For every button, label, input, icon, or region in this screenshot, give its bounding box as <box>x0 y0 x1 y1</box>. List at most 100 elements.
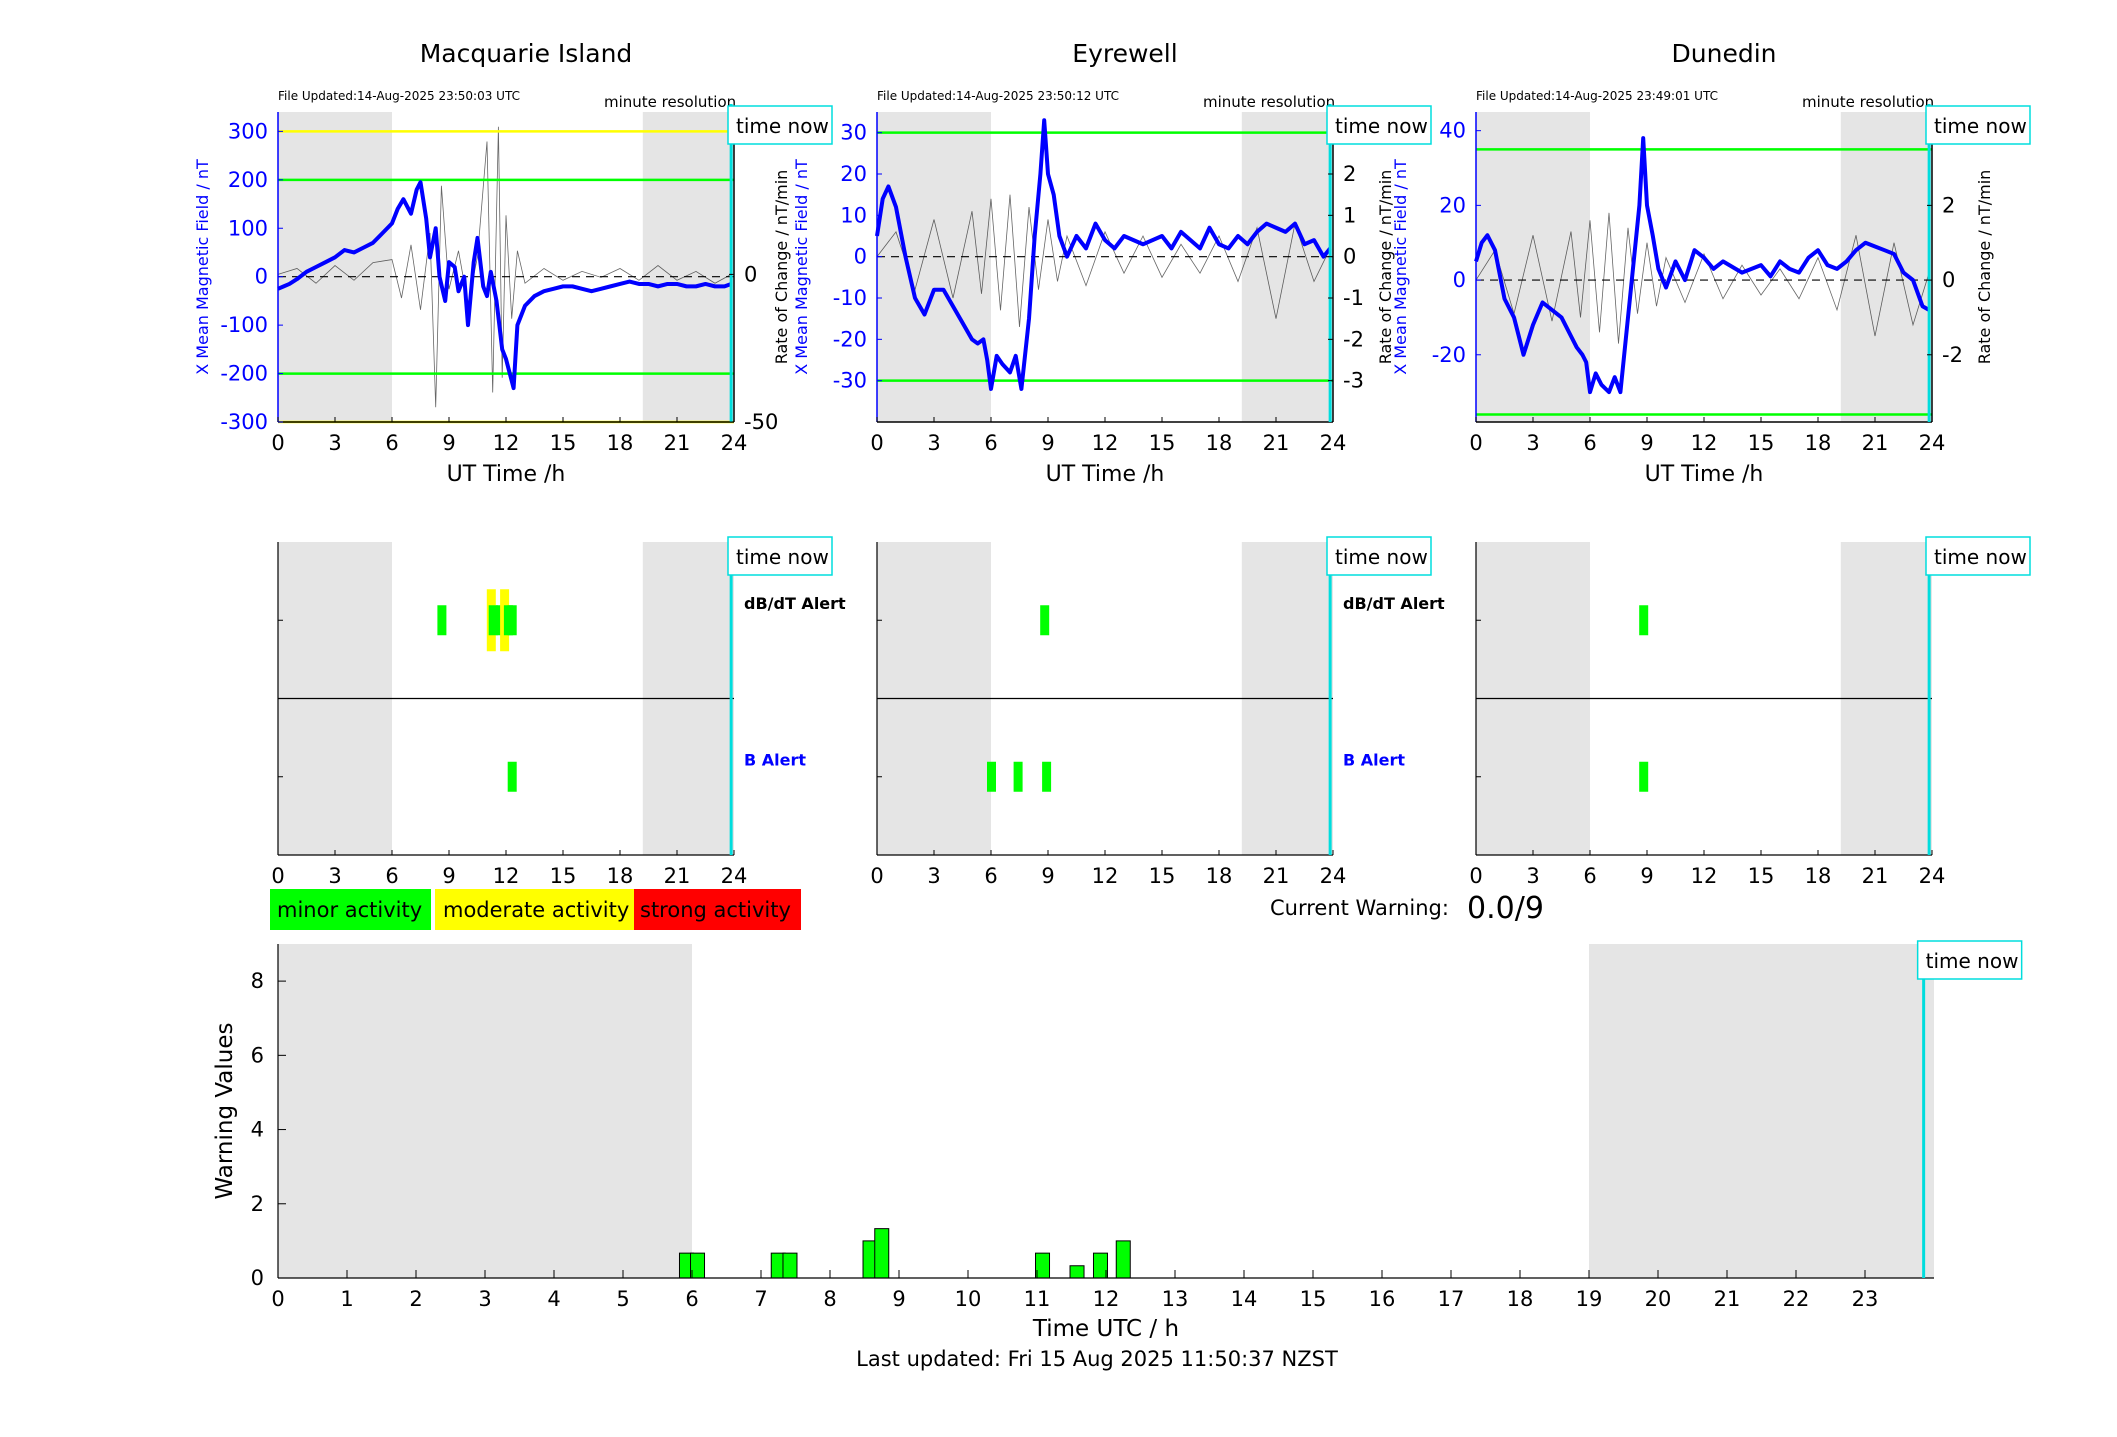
eyrewell-resolution-label: minute resolution <box>1203 93 1335 111</box>
eyrewell-alert-xtick-label: 12 <box>1092 864 1119 888</box>
macquarie-island-rate-series <box>277 126 732 408</box>
legend-moderate-swatch <box>435 889 634 930</box>
macquarie-island-ytick-left-label: 100 <box>228 216 268 240</box>
macquarie-island-night-shading <box>642 112 734 422</box>
eyrewell-dbdt-alert-mark <box>1040 605 1050 636</box>
dunedin-ytick-left-label: 0 <box>1453 268 1466 292</box>
current-warning-value: 0.0/9 <box>1467 891 1544 926</box>
warning-xtick-label: 2 <box>409 1287 422 1311</box>
eyrewell-xtick-label: 6 <box>984 431 997 455</box>
macquarie-island-ytick-left-label: 200 <box>228 168 268 192</box>
eyrewell-ylabel-right: Rate of Change / nT/min <box>1376 170 1395 365</box>
eyrewell-alert-xtick-label: 18 <box>1206 864 1233 888</box>
eyrewell-field-panel: 03691215182124-30-20-100102030-3-2-10123… <box>772 39 1432 487</box>
warning-xtick-label: 8 <box>823 1287 836 1311</box>
eyrewell-ytick-right-label: -1 <box>1343 286 1364 310</box>
macquarie-island-alert-xtick-label: 3 <box>328 864 341 888</box>
warning-xtick-label: 11 <box>1024 1287 1051 1311</box>
dunedin-time-now-box <box>1925 105 2031 145</box>
warning-xtick-label: 15 <box>1300 1287 1327 1311</box>
eyrewell-xlabel: UT Time /h <box>1046 462 1165 487</box>
warning-xtick-label: 10 <box>955 1287 982 1311</box>
legend-strong-swatch <box>634 889 801 930</box>
eyrewell-alert-xtick-label: 24 <box>1320 864 1347 888</box>
dunedin-ytick-left-label: -20 <box>1432 343 1466 367</box>
warning-xtick-label: 7 <box>754 1287 767 1311</box>
dunedin-alert-xtick-label: 21 <box>1862 864 1889 888</box>
warning-xtick-label: 16 <box>1369 1287 1396 1311</box>
dunedin-time-now-label: time now <box>1934 114 2027 138</box>
eyrewell-ytick-left-label: 20 <box>840 162 867 186</box>
legend-minor-swatch <box>270 889 431 930</box>
eyrewell-xtick-label: 12 <box>1092 431 1119 455</box>
warning-ytick-label: 6 <box>251 1043 264 1067</box>
warning-xtick-label: 0 <box>271 1287 284 1311</box>
warning-xtick-label: 21 <box>1714 1287 1741 1311</box>
warning-xtick-label: 12 <box>1093 1287 1120 1311</box>
legend-minor-label: minor activity <box>277 898 422 922</box>
macquarie-island-alert-xtick-label: 6 <box>385 864 398 888</box>
eyrewell-night-shading <box>877 112 991 422</box>
warning-xtick-label: 13 <box>1162 1287 1189 1311</box>
macquarie-island-dbdt-alert-mark <box>488 605 498 636</box>
dunedin-night-shading <box>1476 112 1590 422</box>
dunedin-title: Dunedin <box>1672 39 1777 68</box>
legend-strong-label: strong activity <box>640 898 791 922</box>
warning-xtick-label: 1 <box>340 1287 353 1311</box>
dunedin-xtick-label: 3 <box>1526 431 1539 455</box>
eyrewell-alert-xtick-label: 9 <box>1041 864 1054 888</box>
dunedin-xtick-label: 18 <box>1805 431 1832 455</box>
dunedin-xtick-label: 21 <box>1862 431 1889 455</box>
dunedin-rate-series <box>1475 212 1930 344</box>
eyrewell-rate-series <box>876 194 1331 327</box>
dunedin-alert-xtick-label: 9 <box>1640 864 1653 888</box>
dunedin-xtick-label: 24 <box>1919 431 1946 455</box>
macquarie-island-field-series <box>277 180 732 391</box>
macquarie-island-ytick-right-label: 0 <box>744 262 757 286</box>
dunedin-resolution-label: minute resolution <box>1802 93 1934 111</box>
eyrewell-alert-xtick-label: 21 <box>1263 864 1290 888</box>
eyrewell-alert-xtick-label: 15 <box>1149 864 1176 888</box>
macquarie-island-dbdt-row-label: dB/dT Alert <box>744 594 846 613</box>
eyrewell-xtick-label: 21 <box>1263 431 1290 455</box>
eyrewell-ytick-right-label: -3 <box>1343 369 1364 393</box>
macquarie-island-alert-xtick-label: 18 <box>607 864 634 888</box>
macquarie-island-ytick-left-label: 0 <box>255 265 268 289</box>
eyrewell-xtick-label: 3 <box>927 431 940 455</box>
macquarie-island-alert-xtick-label: 24 <box>721 864 748 888</box>
dunedin-night-shading <box>1840 112 1932 422</box>
eyrewell-field-series <box>875 118 1332 391</box>
warning-xtick-label: 19 <box>1576 1287 1603 1311</box>
dunedin-alert-time-now-box <box>1925 536 2031 576</box>
warning-xtick-label: 6 <box>685 1287 698 1311</box>
warning-ytick-label: 2 <box>251 1192 264 1216</box>
macquarie-island-xtick-label: 9 <box>442 431 455 455</box>
warning-xtick-label: 20 <box>1645 1287 1672 1311</box>
dunedin-field-series <box>1474 136 1931 395</box>
warning-bar <box>690 1252 706 1279</box>
warning-xtick-label: 4 <box>547 1287 560 1311</box>
warning-xtick-label: 5 <box>616 1287 629 1311</box>
eyrewell-xtick-label: 24 <box>1320 431 1347 455</box>
warning-xtick-label: 17 <box>1438 1287 1465 1311</box>
current-warning-label: Current Warning: <box>1270 896 1449 920</box>
eyrewell-xtick-label: 15 <box>1149 431 1176 455</box>
warning-bar <box>782 1252 798 1279</box>
macquarie-island-xtick-label: 21 <box>664 431 691 455</box>
warning-xtick-label: 23 <box>1852 1287 1879 1311</box>
warning-night-shading <box>1589 944 1934 1278</box>
eyrewell-xtick-label: 0 <box>870 431 883 455</box>
macquarie-island-ytick-right-label: -50 <box>744 410 778 434</box>
legend-moderate-label: moderate activity <box>443 898 629 922</box>
eyrewell-ytick-left-label: 30 <box>840 121 867 145</box>
macquarie-island-alert-time-now-box <box>727 536 833 576</box>
eyrewell-b-row-label: B Alert <box>1343 751 1405 770</box>
eyrewell-xtick-label: 9 <box>1041 431 1054 455</box>
eyrewell-b-alert-mark <box>987 761 996 792</box>
eyrewell-ytick-left-label: -10 <box>833 286 867 310</box>
eyrewell-ytick-right-label: 0 <box>1343 245 1356 269</box>
dunedin-alert-xtick-label: 12 <box>1691 864 1718 888</box>
warning-ylabel: Warning Values <box>212 1022 238 1199</box>
macquarie-island-b-row-label: B Alert <box>744 751 806 770</box>
